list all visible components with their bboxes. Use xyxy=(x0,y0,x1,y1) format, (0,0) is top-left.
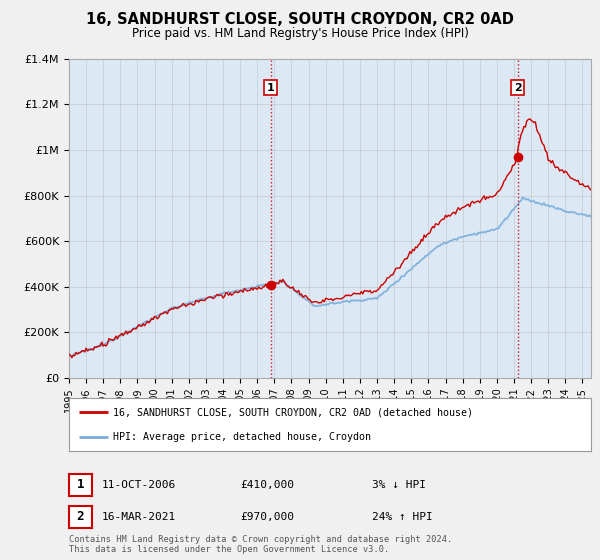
Text: 16, SANDHURST CLOSE, SOUTH CROYDON, CR2 0AD: 16, SANDHURST CLOSE, SOUTH CROYDON, CR2 … xyxy=(86,12,514,27)
Text: 1: 1 xyxy=(267,82,274,92)
Text: £970,000: £970,000 xyxy=(240,512,294,522)
Text: Price paid vs. HM Land Registry's House Price Index (HPI): Price paid vs. HM Land Registry's House … xyxy=(131,27,469,40)
Text: 11-OCT-2006: 11-OCT-2006 xyxy=(102,480,176,490)
Text: 24% ↑ HPI: 24% ↑ HPI xyxy=(372,512,433,522)
Text: Contains HM Land Registry data © Crown copyright and database right 2024.
This d: Contains HM Land Registry data © Crown c… xyxy=(69,535,452,554)
Text: 16-MAR-2021: 16-MAR-2021 xyxy=(102,512,176,522)
Text: 2: 2 xyxy=(514,82,521,92)
Text: 16, SANDHURST CLOSE, SOUTH CROYDON, CR2 0AD (detached house): 16, SANDHURST CLOSE, SOUTH CROYDON, CR2 … xyxy=(113,408,473,418)
Text: 3% ↓ HPI: 3% ↓ HPI xyxy=(372,480,426,490)
Text: 1: 1 xyxy=(77,478,84,492)
Text: HPI: Average price, detached house, Croydon: HPI: Average price, detached house, Croy… xyxy=(113,432,371,442)
Text: 2: 2 xyxy=(77,510,84,524)
Text: £410,000: £410,000 xyxy=(240,480,294,490)
